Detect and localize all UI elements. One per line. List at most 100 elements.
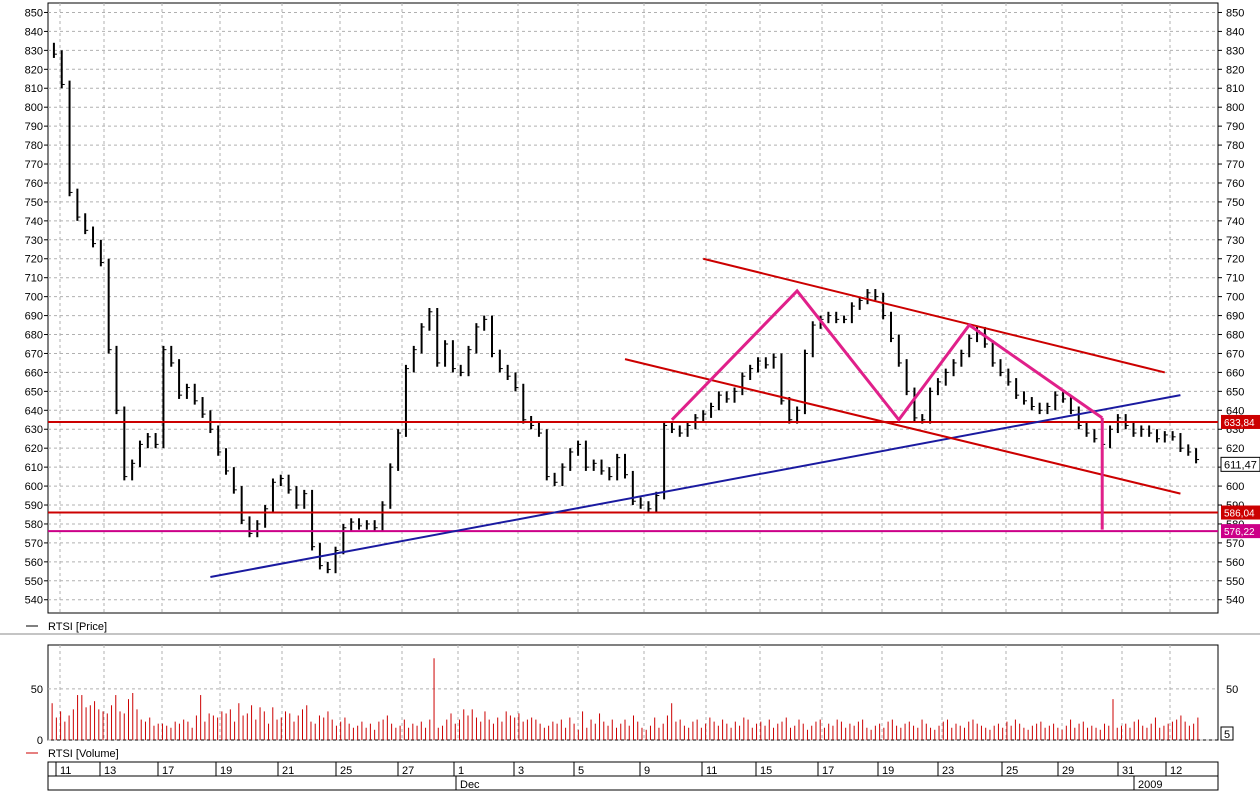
- time-x-axis: 11 13 17 19 21 25 27 1 3 5 9 11 15 17 19 23 25 29 31 12 Dec…: [47, 761, 1219, 791]
- price-y-tick-label-right: 750: [1226, 197, 1244, 209]
- volume-y-tick-label-right: 50: [1226, 684, 1238, 696]
- price-y-tick-label-right: 660: [1226, 367, 1244, 379]
- trend-line: [210, 394, 1181, 578]
- price-y-tick-label: 790: [25, 121, 43, 133]
- price-legend: RTSI [Price]: [0, 621, 1260, 635]
- volume-last-value-label: 5: [1224, 729, 1230, 741]
- price-y-tick-label-right: 830: [1226, 45, 1244, 57]
- price-y-tick-label-right: 840: [1226, 26, 1244, 38]
- price-y-tick-label: 650: [25, 386, 43, 398]
- price-y-tick-label: 820: [25, 64, 43, 76]
- x-period-label-2009: 2009: [1138, 779, 1162, 791]
- price-y-tick-label-right: 720: [1226, 254, 1244, 266]
- x-tick-label: 15: [760, 765, 772, 777]
- level-value-box: [1221, 524, 1260, 539]
- price-y-tick-label: 770: [25, 159, 43, 171]
- level-value-label: 633,84: [1224, 418, 1255, 429]
- x-tick-label: 31: [1122, 765, 1134, 777]
- x-tick-label: 11: [706, 765, 717, 777]
- price-y-tick-label-right: 850: [1226, 7, 1244, 19]
- level-value-box: [1221, 414, 1260, 429]
- x-tick-label: 12: [1170, 765, 1182, 777]
- price-y-tick-label-right: 680: [1226, 330, 1244, 342]
- price-y-tick-label-right: 640: [1226, 405, 1244, 417]
- price-y-tick-label: 760: [25, 178, 43, 190]
- price-y-tick-label: 540: [25, 595, 43, 607]
- price-y-tick-label-right: 780: [1226, 140, 1244, 152]
- price-y-tick-label: 600: [25, 481, 43, 493]
- price-y-tick-label: 640: [25, 405, 43, 417]
- price-y-tick-label: 590: [25, 500, 43, 512]
- volume-y-tick-label: 50: [31, 684, 43, 696]
- price-y-tick-label: 560: [25, 557, 43, 569]
- price-y-tick-label-right: 600: [1226, 481, 1244, 493]
- last-value-box: [1220, 456, 1260, 472]
- x-tick-label: 25: [340, 765, 352, 777]
- x-tick-label: 23: [942, 765, 954, 777]
- price-y-tick-label-right: 790: [1226, 121, 1244, 133]
- price-y-axis-left: 540 550 560 570 580 590 600 610 620 630 640 650 660 6…: [25, 7, 48, 607]
- x-tick-label: 3: [518, 765, 524, 777]
- volume-legend-label: RTSI [Volume]: [48, 748, 119, 760]
- price-legend-label: RTSI [Price]: [48, 621, 107, 633]
- price-y-tick-label: 670: [25, 348, 43, 360]
- price-y-tick-label: 580: [25, 519, 43, 531]
- price-y-tick-label: 660: [25, 367, 43, 379]
- price-y-tick-label: 710: [25, 273, 43, 285]
- price-y-tick-label-right: 800: [1226, 102, 1244, 114]
- volume-panel: 0 50 50 5: [31, 644, 1239, 747]
- x-tick-label: 17: [162, 765, 174, 777]
- x-tick-label: 29: [1062, 765, 1074, 777]
- price-ohlc-series: [52, 42, 1200, 574]
- price-y-tick-label-right: 650: [1226, 386, 1244, 398]
- price-y-tick-label: 830: [25, 45, 43, 57]
- price-y-tick-label: 800: [25, 102, 43, 114]
- price-y-tick-label-right: 700: [1226, 292, 1244, 304]
- price-y-tick-label-right: 810: [1226, 83, 1244, 95]
- last-value-label: 611,47: [1224, 459, 1257, 471]
- level-value-label: 576,22: [1224, 527, 1255, 538]
- price-y-tick-label-right: 820: [1226, 64, 1244, 76]
- price-y-tick-label: 780: [25, 140, 43, 152]
- price-y-tick-label: 570: [25, 538, 43, 550]
- price-level-labels: 633,84 611,47 586,04 576,22: [1220, 414, 1260, 539]
- price-y-tick-label-right: 710: [1226, 273, 1244, 285]
- price-y-tick-label: 700: [25, 292, 43, 304]
- price-y-tick-label: 750: [25, 197, 43, 209]
- price-grid: [48, 3, 1218, 613]
- price-y-tick-label: 810: [25, 83, 43, 95]
- x-tick-label: 17: [822, 765, 834, 777]
- price-y-tick-label-right: 770: [1226, 159, 1244, 171]
- price-y-tick-label-right: 730: [1226, 235, 1244, 247]
- x-period-label-dec: Dec: [460, 779, 480, 791]
- volume-bar-series: [51, 658, 1199, 740]
- price-y-tick-label: 630: [25, 424, 43, 436]
- price-y-tick-label: 720: [25, 254, 43, 266]
- price-y-tick-label-right: 570: [1226, 538, 1244, 550]
- x-tick-label: 13: [104, 765, 116, 777]
- price-panel: 540 550 560 570 580 590 600 610 620 630 640 650 660 6…: [25, 2, 1260, 614]
- head-shoulders-pattern-line: [670, 288, 1104, 423]
- price-y-tick-label-right: 690: [1226, 311, 1244, 323]
- price-y-tick-label-right: 740: [1226, 216, 1244, 228]
- level-value-box: [1221, 505, 1260, 520]
- price-y-tick-label: 610: [25, 462, 43, 474]
- price-y-tick-label: 550: [25, 576, 43, 588]
- price-y-tick-label-right: 560: [1226, 557, 1244, 569]
- price-y-tick-label: 850: [25, 7, 43, 19]
- price-y-tick-label: 620: [25, 443, 43, 455]
- price-y-tick-label: 840: [25, 26, 43, 38]
- trend-line: [624, 358, 1181, 495]
- volume-y-tick-label: 0: [37, 735, 43, 747]
- trend-line: [702, 257, 1166, 374]
- price-overlay-lines: [48, 257, 1218, 578]
- price-y-tick-label-right: 550: [1226, 576, 1244, 588]
- x-tick-label: 27: [402, 765, 414, 777]
- x-tick-label: 9: [644, 765, 650, 777]
- price-y-tick-label: 680: [25, 330, 43, 342]
- price-y-tick-label-right: 760: [1226, 178, 1244, 190]
- x-tick-label: 5: [578, 765, 584, 777]
- price-y-tick-label: 690: [25, 311, 43, 323]
- volume-y-axis: 0 50 50 5: [31, 684, 1239, 747]
